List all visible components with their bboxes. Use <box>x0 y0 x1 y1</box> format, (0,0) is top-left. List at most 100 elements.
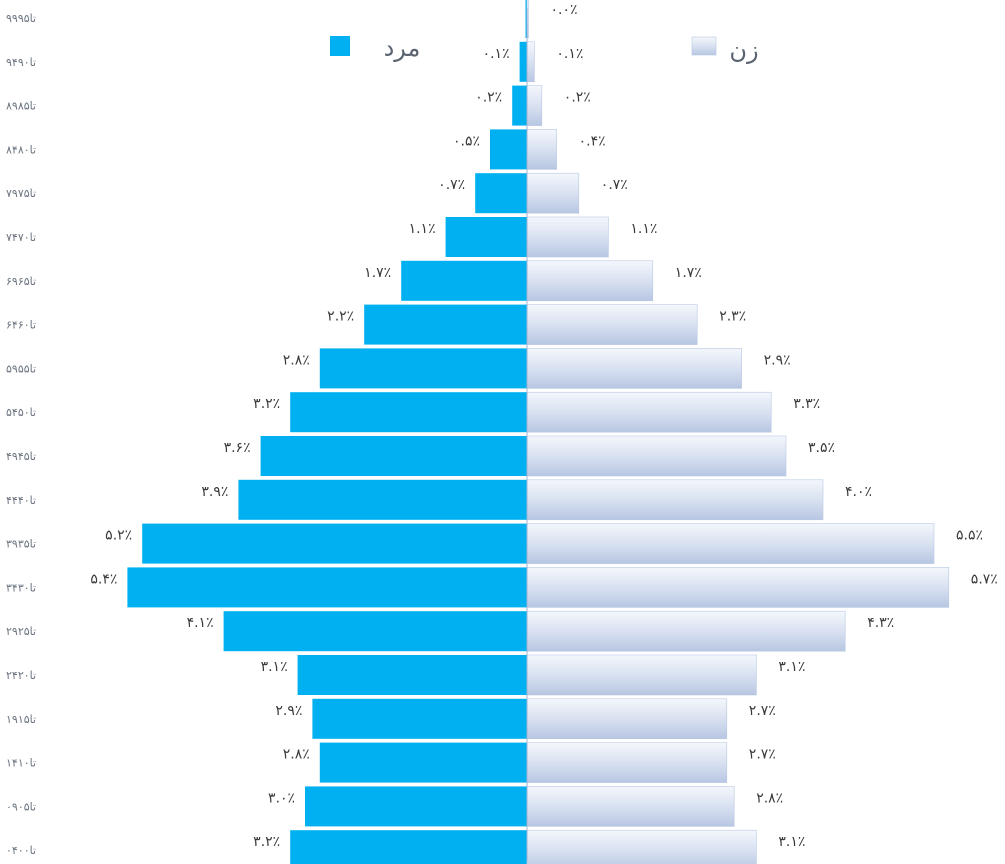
age-tick-label: ۹۹تا۹۵ <box>6 12 36 25</box>
male-value-label: ۲.۸٪ <box>283 352 310 368</box>
female-value-label: ۰.۴٪ <box>579 133 606 149</box>
female-value-label: ۲.۹٪ <box>764 352 791 368</box>
male-value-label: ۳.۲٪ <box>253 396 280 412</box>
female-value-label: ۰.۱٪ <box>556 46 583 62</box>
legend-male-label: مرد <box>384 34 421 62</box>
male-value-label: ۱.۱٪ <box>409 221 436 237</box>
male-bar <box>401 260 527 301</box>
male-value-label: ۳.۹٪ <box>201 484 228 500</box>
legend: مرد زن <box>330 34 759 64</box>
female-value-label: ۵.۵٪ <box>956 528 983 544</box>
male-bar <box>319 742 527 783</box>
male-bar <box>290 830 527 864</box>
female-bar <box>526 85 543 126</box>
male-value-label: ۰.۱٪ <box>483 46 510 62</box>
female-value-label: ۴.۰٪ <box>845 484 872 500</box>
male-bar <box>475 173 527 214</box>
legend-female-label: زن <box>729 36 758 64</box>
age-tick-label: ۰۴تا۰۰ <box>6 844 36 857</box>
male-bar <box>238 479 527 520</box>
male-value-label: ۳.۱٪ <box>261 659 288 675</box>
female-bar <box>526 304 698 345</box>
female-series <box>526 0 950 864</box>
male-value-label: ۳.۶٪ <box>224 440 251 456</box>
age-tick-label: ۹۴تا۹۰ <box>6 56 36 69</box>
female-value-label: ۰.۰٪ <box>551 2 578 18</box>
female-bar <box>526 348 742 389</box>
female-bar <box>526 479 824 521</box>
age-tick-label: ۳۹تا۳۵ <box>6 538 36 551</box>
male-bar <box>364 304 527 345</box>
female-bar <box>526 654 757 696</box>
male-value-label: ۲.۲٪ <box>327 309 354 325</box>
male-value-label: ۵.۲٪ <box>105 528 132 544</box>
female-bar <box>526 786 735 827</box>
age-tick-label: ۸۴تا۸۰ <box>6 143 36 156</box>
female-value-label: ۳.۵٪ <box>808 440 835 456</box>
female-value-label: ۴.۳٪ <box>867 615 894 631</box>
legend-female-swatch <box>691 36 717 56</box>
male-bar <box>525 0 527 38</box>
female-bar <box>526 172 580 214</box>
female-bar <box>526 41 535 83</box>
male-bar <box>127 567 528 608</box>
female-bar <box>526 698 728 740</box>
age-tick-label: ۶۹تا۶۵ <box>6 275 36 288</box>
age-tick-label: ۶۴تا۶۰ <box>6 319 36 332</box>
female-value-label: ۰.۷٪ <box>601 177 628 193</box>
male-bar <box>290 392 527 433</box>
male-series <box>127 0 528 864</box>
male-bar <box>490 129 527 170</box>
male-value-label: ۲.۹٪ <box>275 703 302 719</box>
age-tick-label: ۱۹تا۱۵ <box>6 713 36 726</box>
female-value-label: ۱.۷٪ <box>675 265 702 281</box>
male-bar <box>260 436 527 476</box>
age-tick-label: ۲۴تا۲۰ <box>6 669 36 682</box>
male-value-label: ۴.۱٪ <box>187 615 214 631</box>
male-bar <box>297 655 527 695</box>
female-value-label: ۲.۸٪ <box>756 790 783 806</box>
male-value-label: ۰.۷٪ <box>438 177 465 193</box>
age-tick-label: ۷۴تا۷۰ <box>6 231 36 244</box>
data-labels: ۰.۰٪ ۰.۱٪ ۰.۱٪ ۰.۲٪ ۰.۲٪ ۰.۵٪ ۰.۴٪ ۰.۷٪ ۰.۷٪ ۱.۱٪… <box>90 2 997 850</box>
age-axis: ۹۹تا۹۵ ۹۴تا۹۰ ۸۹تا۸۵ ۸۴تا۸۰ ۷۹تا۷۵ ۷۴تا۷۰ ۶۹تا… <box>6 12 36 857</box>
female-bar <box>526 216 609 258</box>
male-bar <box>305 786 527 827</box>
female-value-label: ۳.۱٪ <box>778 659 805 675</box>
male-value-label: ۳.۰٪ <box>268 790 295 806</box>
age-tick-label: ۴۹تا۴۵ <box>6 450 36 463</box>
male-bar <box>312 698 527 739</box>
female-bar <box>526 391 772 433</box>
female-bar <box>526 610 846 652</box>
male-bar <box>223 611 527 652</box>
female-bar <box>526 523 935 564</box>
age-tick-label: ۰۹تا۰۵ <box>6 800 36 813</box>
female-bar <box>526 260 654 302</box>
female-bar <box>526 435 787 477</box>
male-value-label: ۰.۲٪ <box>475 90 502 106</box>
female-bar <box>526 742 728 783</box>
male-bar <box>142 523 527 564</box>
male-bar <box>445 217 527 257</box>
female-value-label: ۱.۱٪ <box>630 221 657 237</box>
male-bar <box>512 85 527 126</box>
male-value-label: ۰.۵٪ <box>453 133 480 149</box>
male-bar <box>319 348 527 389</box>
male-value-label: ۲.۸٪ <box>283 747 310 763</box>
female-value-label: ۲.۳٪ <box>719 309 746 325</box>
age-tick-label: ۷۹تا۷۵ <box>6 187 36 200</box>
age-tick-label: ۸۹تا۸۵ <box>6 100 36 113</box>
female-bar <box>526 567 950 608</box>
female-value-label: ۲.۷٪ <box>749 703 776 719</box>
male-value-label: ۵.۴٪ <box>90 571 117 587</box>
male-value-label: ۱.۷٪ <box>364 265 391 281</box>
age-tick-label: ۲۹تا۲۵ <box>6 625 36 638</box>
female-value-label: ۳.۳٪ <box>793 396 820 412</box>
female-value-label: ۳.۱٪ <box>778 834 805 850</box>
male-bar <box>519 41 527 82</box>
age-tick-label: ۱۴تا۱۰ <box>6 757 36 770</box>
age-tick-label: ۵۹تا۵۵ <box>6 362 36 375</box>
age-tick-label: ۴۴تا۴۰ <box>6 494 36 507</box>
